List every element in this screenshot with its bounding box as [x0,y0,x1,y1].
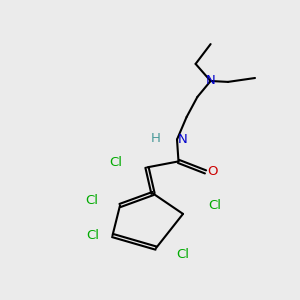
Text: Cl: Cl [208,199,221,212]
Text: Cl: Cl [86,229,99,242]
Text: N: N [178,133,187,146]
Text: Cl: Cl [85,194,98,207]
Text: Cl: Cl [109,155,122,169]
Text: H: H [151,132,160,146]
Text: Cl: Cl [176,248,190,261]
Text: N: N [206,74,215,88]
Text: O: O [207,165,217,178]
